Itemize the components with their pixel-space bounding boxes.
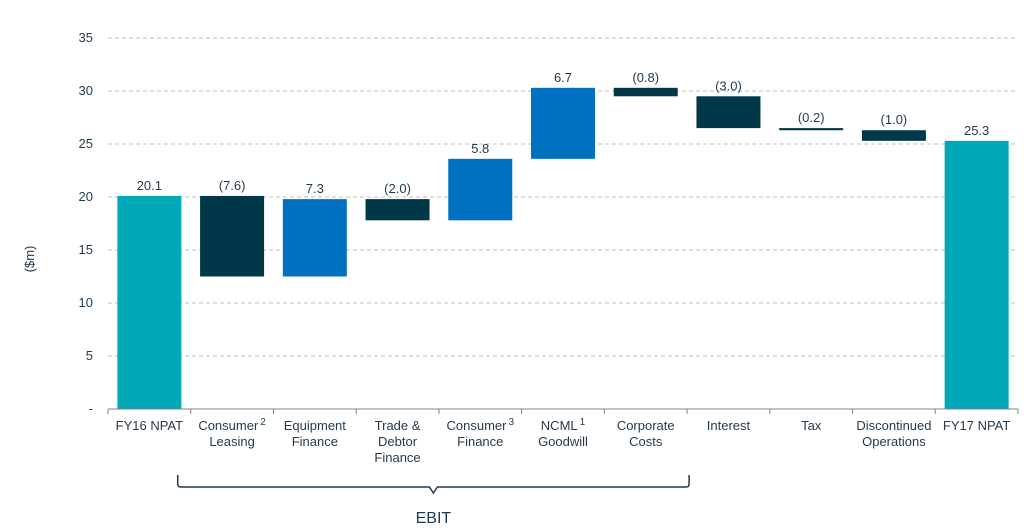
footnote-marker: 1 bbox=[580, 417, 586, 428]
data-label: (0.8) bbox=[632, 70, 659, 85]
category-label: Costs bbox=[629, 434, 663, 449]
data-labels: 20.1 (7.6) 7.3 (2.0) 5.8 6.7 (0.8) (3.0) (0.2) (1… bbox=[137, 70, 990, 196]
ebit-brace: EBIT bbox=[176, 475, 690, 527]
bar-interest bbox=[696, 96, 761, 129]
bar-consumer-leasing bbox=[200, 195, 265, 277]
data-label: (0.2) bbox=[798, 110, 825, 125]
category-label: Interest bbox=[707, 418, 751, 433]
y-tick-label: 5 bbox=[86, 348, 93, 363]
data-label: (1.0) bbox=[881, 112, 908, 127]
data-label: (2.0) bbox=[384, 181, 411, 196]
data-label: 20.1 bbox=[137, 178, 162, 193]
category-labels: FY16 NPAT Consumer 2LeasingEquipmentFinanc… bbox=[116, 417, 1011, 465]
y-tick-label: 20 bbox=[79, 189, 93, 204]
category-label: Finance bbox=[374, 450, 420, 465]
category-label: Corporate bbox=[617, 418, 675, 433]
data-label: (3.0) bbox=[715, 78, 742, 93]
data-label: (7.6) bbox=[219, 178, 246, 193]
category-label: Discontinued bbox=[856, 418, 931, 433]
bars bbox=[117, 87, 1009, 409]
category-label: Consumer 3 bbox=[447, 417, 515, 433]
bar-tax bbox=[779, 128, 844, 131]
category-label: FY16 NPAT bbox=[116, 418, 183, 433]
y-tick-label: 30 bbox=[79, 83, 93, 98]
y-tick-label: 15 bbox=[79, 242, 93, 257]
grid-lines bbox=[108, 37, 1018, 357]
category-label: Debtor bbox=[378, 434, 418, 449]
category-label: Finance bbox=[457, 434, 503, 449]
x-axis bbox=[107, 408, 1019, 414]
data-label: 25.3 bbox=[964, 123, 989, 138]
category-label: Finance bbox=[292, 434, 338, 449]
bar-trade-debtor-finance bbox=[365, 199, 430, 221]
bar-fy16-npat bbox=[117, 195, 182, 409]
bar-corporate-costs bbox=[613, 87, 678, 97]
data-label: 5.8 bbox=[471, 141, 489, 156]
bar-discontinued-operations bbox=[861, 130, 926, 141]
brace-label: EBIT bbox=[416, 510, 452, 527]
category-label: Equipment bbox=[284, 418, 347, 433]
bar-ncml-goodwill bbox=[531, 87, 595, 159]
category-label: Trade & bbox=[375, 418, 421, 433]
category-label: Leasing bbox=[209, 434, 255, 449]
bar-consumer-finance bbox=[448, 158, 513, 221]
category-label: Tax bbox=[801, 418, 822, 433]
brace-shape bbox=[176, 475, 690, 495]
bar-fy17-npat bbox=[944, 140, 1009, 409]
y-tick-label: - bbox=[89, 401, 93, 416]
data-label: 7.3 bbox=[306, 181, 324, 196]
category-label: Goodwill bbox=[538, 434, 588, 449]
category-label: FY17 NPAT bbox=[943, 418, 1010, 433]
data-label: 6.7 bbox=[554, 70, 572, 85]
y-tick-label: 25 bbox=[79, 136, 93, 151]
category-label: Operations bbox=[862, 434, 926, 449]
footnote-marker: 2 bbox=[260, 417, 266, 428]
y-tick-labels: - 5 10 15 20 25 30 35 bbox=[79, 30, 93, 416]
bar-equipment-finance bbox=[282, 199, 347, 277]
y-axis-title: ($m) bbox=[22, 246, 37, 273]
y-tick-label: 10 bbox=[79, 295, 93, 310]
y-tick-label: 35 bbox=[79, 30, 93, 45]
category-label: NCML 1 bbox=[541, 417, 586, 433]
footnote-marker: 3 bbox=[508, 417, 514, 428]
category-label: Consumer 2 bbox=[198, 417, 266, 433]
